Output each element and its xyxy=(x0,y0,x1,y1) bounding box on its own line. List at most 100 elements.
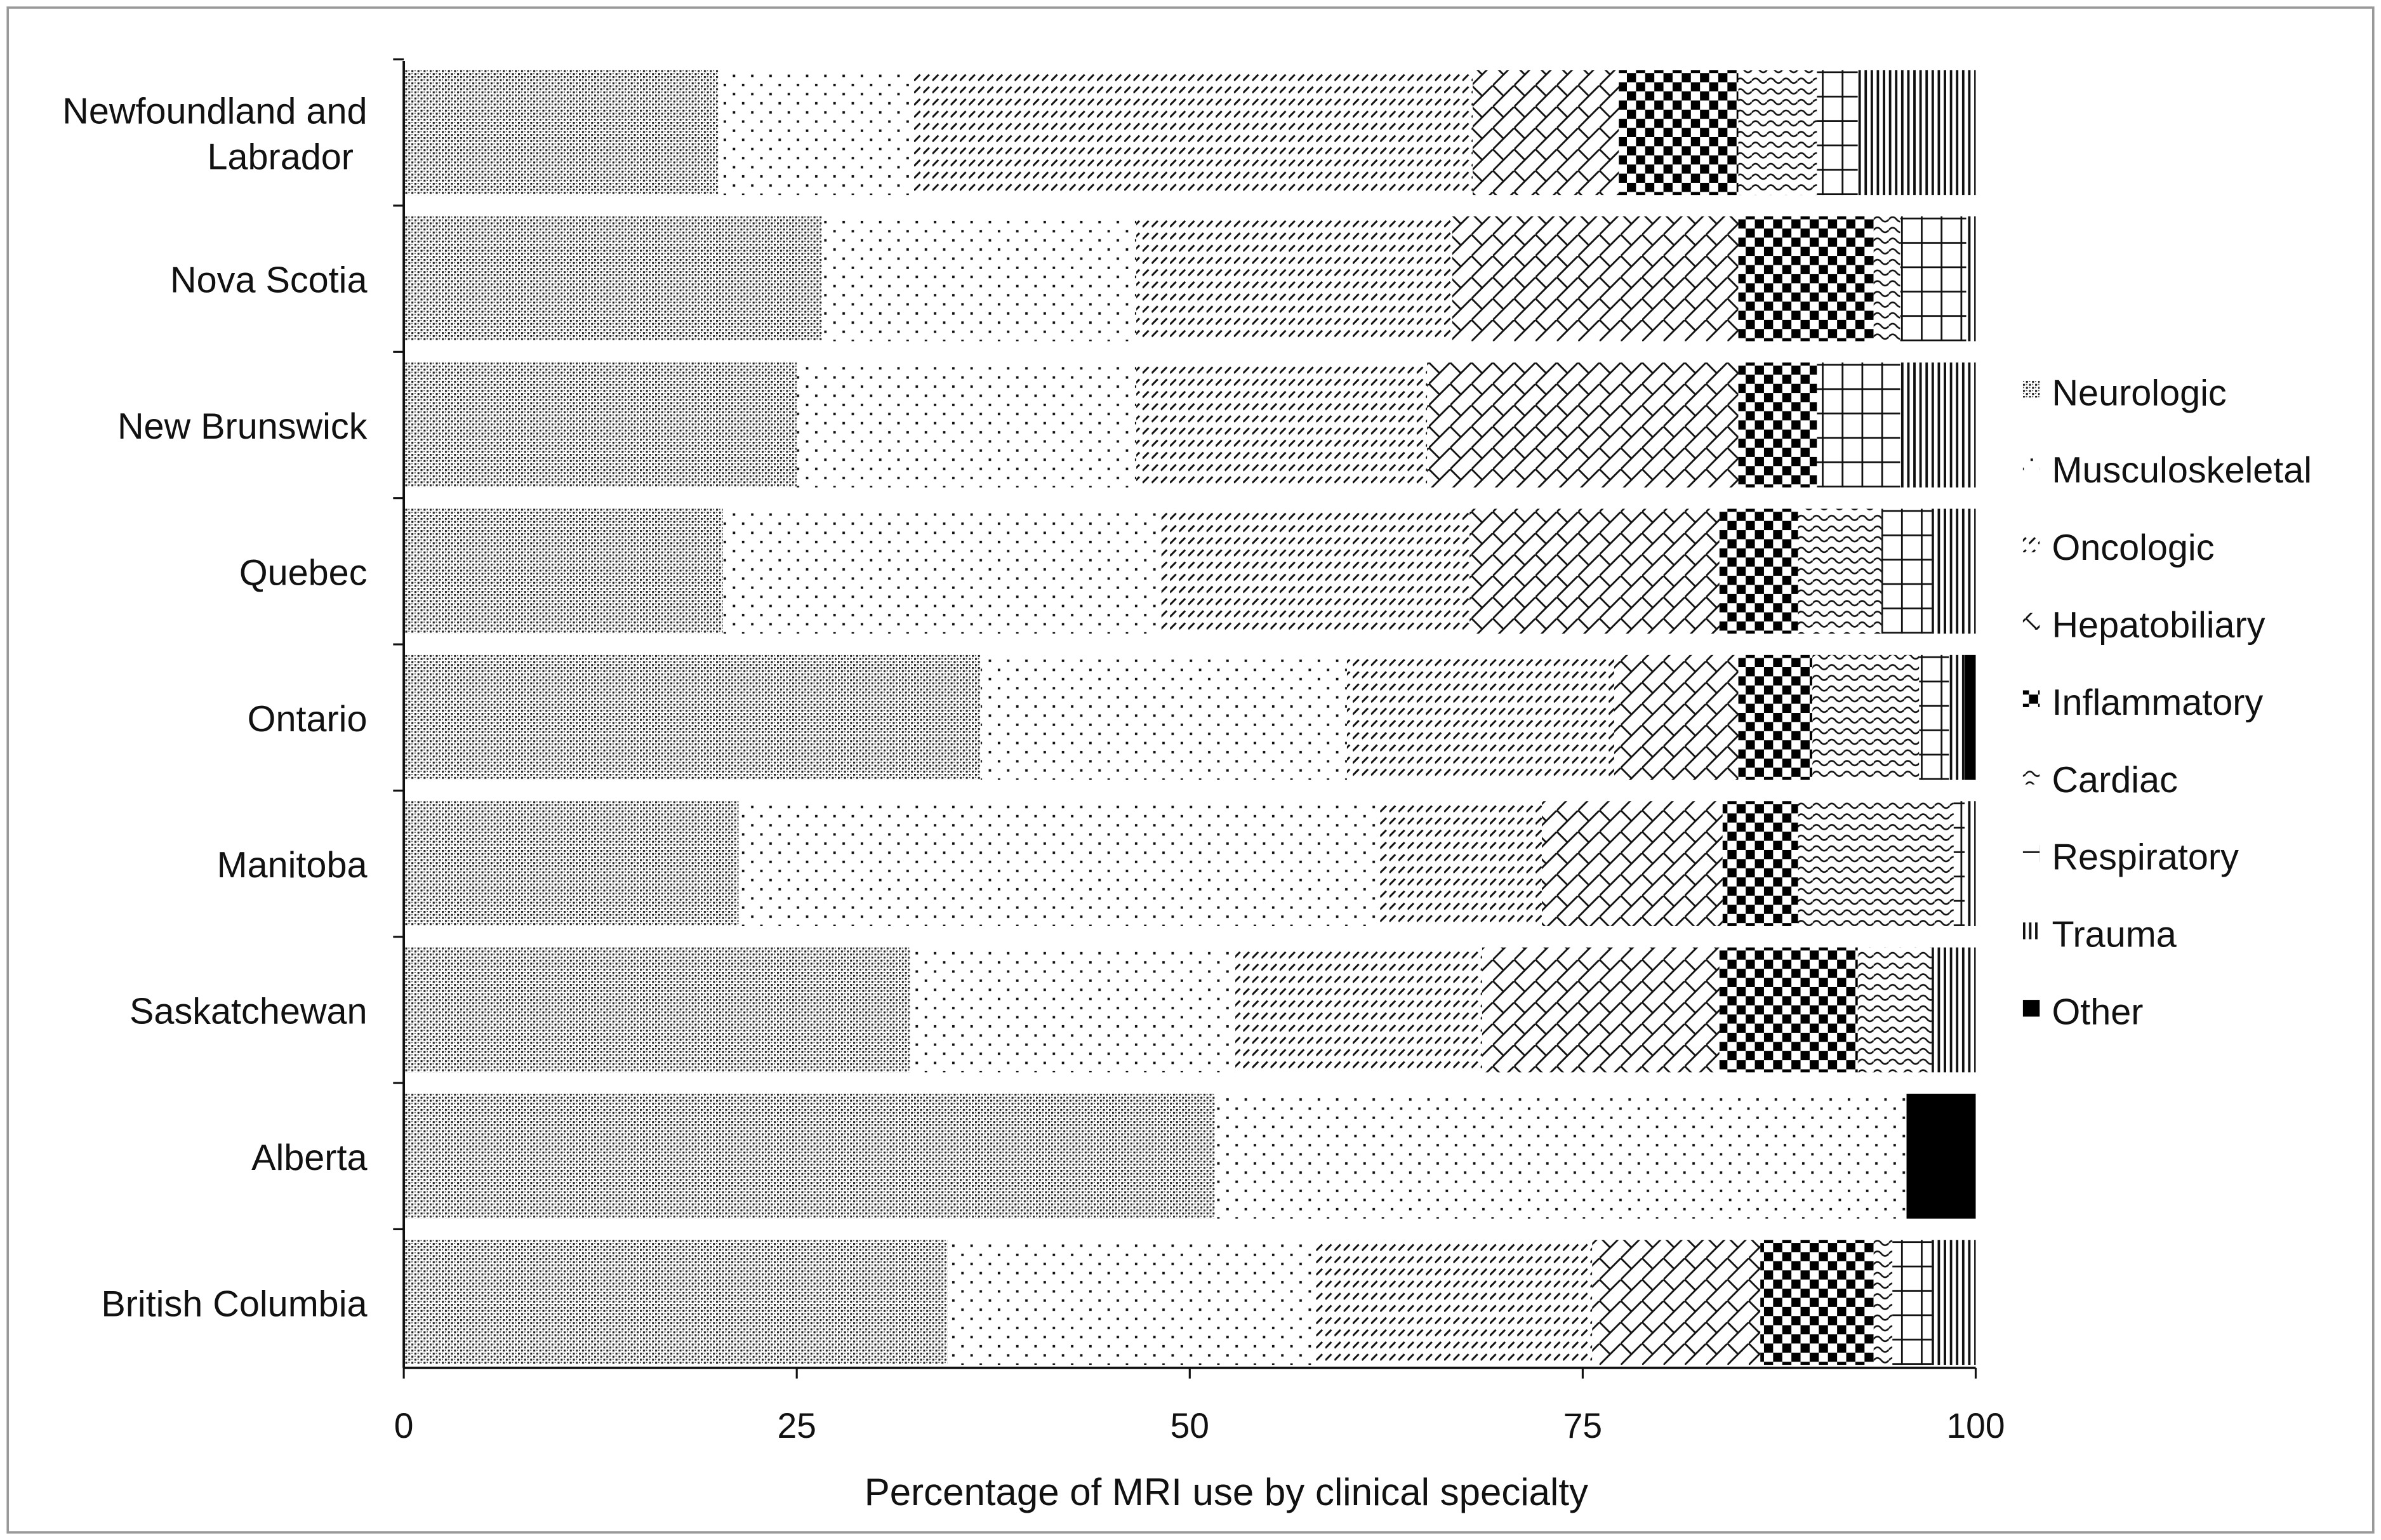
bar-segment-oncologic xyxy=(911,70,1473,196)
legend-label: Neurologic xyxy=(2052,373,2226,413)
bar-segment-trauma xyxy=(1857,70,1976,196)
bar-segment-respiratory xyxy=(1919,654,1949,780)
legend-label: Respiratory xyxy=(2052,837,2239,878)
y-tick-label: Nova Scotia xyxy=(170,260,368,301)
y-tick-label: Saskatchewan xyxy=(129,992,367,1032)
x-tick-label: 25 xyxy=(778,1406,816,1445)
bar-segment-respiratory xyxy=(1881,508,1932,634)
bar-segment-hepatobiliary xyxy=(1427,362,1739,488)
bar-segment-musculoskeletal xyxy=(718,70,912,196)
legend-label: Hepatobiliary xyxy=(2052,605,2265,646)
bar-segment-oncologic xyxy=(1315,1240,1593,1365)
bar-segment-inflammatory xyxy=(1719,508,1798,634)
bar-segment-cardiac xyxy=(1812,654,1920,780)
bar-segment-hepatobiliary xyxy=(1542,801,1723,926)
bar-segment-trauma xyxy=(1932,947,1976,1073)
y-tick-label: Quebec xyxy=(239,552,368,593)
bar-segment-neurologic xyxy=(404,70,719,196)
bar-segment-trauma xyxy=(1966,216,1976,342)
bar-segment-cardiac xyxy=(1873,1240,1893,1365)
bar-segment-musculoskeletal xyxy=(738,801,1379,926)
x-axis: 0 25 50 75 100 xyxy=(394,1366,2005,1445)
bar-segment-respiratory xyxy=(1817,362,1900,488)
y-axis: Newfoundland and Labrador Nova Scotia New B… xyxy=(62,58,406,1368)
bars-group xyxy=(404,70,1976,1365)
bar-segment-inflammatory xyxy=(1619,70,1739,196)
bar-segment-musculoskeletal xyxy=(947,1240,1316,1365)
bar-segment-cardiac xyxy=(1857,947,1932,1073)
y-tick-label: New Brunswick xyxy=(117,406,368,447)
legend-label: Oncologic xyxy=(2052,528,2214,568)
legend-swatch-cardiac xyxy=(2022,767,2040,785)
legend-swatch-hepatobiliary xyxy=(2022,613,2040,630)
legend-label: Inflammatory xyxy=(2052,682,2263,723)
bar-segment-neurologic xyxy=(404,654,981,780)
x-axis-label: Percentage of MRI use by clinical specia… xyxy=(865,1471,1588,1513)
bar-segment-respiratory xyxy=(1817,70,1858,196)
y-tick-label: Ontario xyxy=(248,699,368,740)
legend-label: Musculoskeletal xyxy=(2052,450,2312,491)
x-tick-label: 75 xyxy=(1563,1406,1602,1445)
legend-label: Other xyxy=(2052,992,2143,1032)
bar-segment-musculoskeletal xyxy=(722,508,1162,634)
legend-swatch-other xyxy=(2022,1000,2040,1017)
legend-swatch-trauma xyxy=(2022,922,2040,939)
bar-segment-cardiac xyxy=(1873,216,1900,342)
x-tick-label: 0 xyxy=(394,1406,414,1445)
bar-segment-musculoskeletal xyxy=(980,654,1347,780)
bar-segment-inflammatory xyxy=(1722,801,1798,926)
legend-label: Cardiac xyxy=(2052,760,2177,800)
bar-segment-cardiac xyxy=(1798,801,1954,926)
bar-segment-cardiac xyxy=(1738,70,1817,196)
bar-segment-neurologic xyxy=(404,1240,948,1365)
bar-segment-neurologic xyxy=(404,216,822,342)
bar-segment-oncologic xyxy=(1378,801,1542,926)
bar-segment-neurologic xyxy=(404,1093,1215,1219)
bar-segment-other xyxy=(1965,654,1976,780)
bar-segment-trauma xyxy=(1949,654,1965,780)
bar-segment-trauma xyxy=(1900,362,1976,488)
legend-swatch-inflammatory xyxy=(2022,690,2040,707)
bar-segment-inflammatory xyxy=(1738,654,1812,780)
bar-segment-neurologic xyxy=(404,801,739,926)
bar-segment-musculoskeletal xyxy=(821,216,1137,342)
bar-segment-oncologic xyxy=(1346,654,1614,780)
bar-segment-neurologic xyxy=(404,362,797,488)
bar-segment-trauma xyxy=(1932,508,1976,634)
bar-segment-respiratory xyxy=(1953,801,1965,926)
bar-segment-neurologic xyxy=(404,947,910,1073)
bar-segment-oncologic xyxy=(1136,362,1428,488)
bar-segment-inflammatory xyxy=(1719,947,1858,1073)
bar-segment-respiratory xyxy=(1900,216,1966,342)
bar-segment-trauma xyxy=(1965,801,1976,926)
bar-segment-inflammatory xyxy=(1738,216,1874,342)
bar-segment-oncologic xyxy=(1161,508,1470,634)
bar-segment-oncologic xyxy=(1235,947,1482,1073)
legend-swatch-respiratory xyxy=(2022,845,2040,862)
legend: Neurologic Musculoskeletal Oncologic Hepato… xyxy=(2022,373,2312,1032)
bar-segment-cardiac xyxy=(1798,508,1881,634)
bar-segment-hepatobiliary xyxy=(1452,216,1739,342)
bar-segment-neurologic xyxy=(404,508,723,634)
bar-segment-inflammatory xyxy=(1738,362,1817,488)
bar-segment-hepatobiliary xyxy=(1482,947,1720,1073)
y-tick-label: Manitoba xyxy=(217,845,368,886)
legend-swatch-oncologic xyxy=(2022,535,2040,553)
bar-segment-musculoskeletal xyxy=(910,947,1236,1073)
x-tick-label: 100 xyxy=(1946,1406,2005,1445)
bar-segment-hepatobiliary xyxy=(1614,654,1739,780)
bar-segment-hepatobiliary xyxy=(1469,508,1720,634)
bar-segment-trauma xyxy=(1932,1240,1976,1365)
y-tick-label: British Columbia xyxy=(101,1284,368,1324)
y-tick-label: Alberta xyxy=(251,1138,368,1178)
x-tick-label: 50 xyxy=(1171,1406,1209,1445)
y-tick-label: Newfoundland and Labrador xyxy=(62,91,367,177)
legend-swatch-neurologic xyxy=(2022,380,2040,398)
bar-segment-musculoskeletal xyxy=(797,362,1137,488)
bar-segment-hepatobiliary xyxy=(1592,1240,1761,1365)
bar-segment-musculoskeletal xyxy=(1214,1093,1907,1219)
bar-segment-oncologic xyxy=(1136,216,1452,342)
bar-segment-inflammatory xyxy=(1760,1240,1874,1365)
legend-label: Trauma xyxy=(2052,915,2177,955)
